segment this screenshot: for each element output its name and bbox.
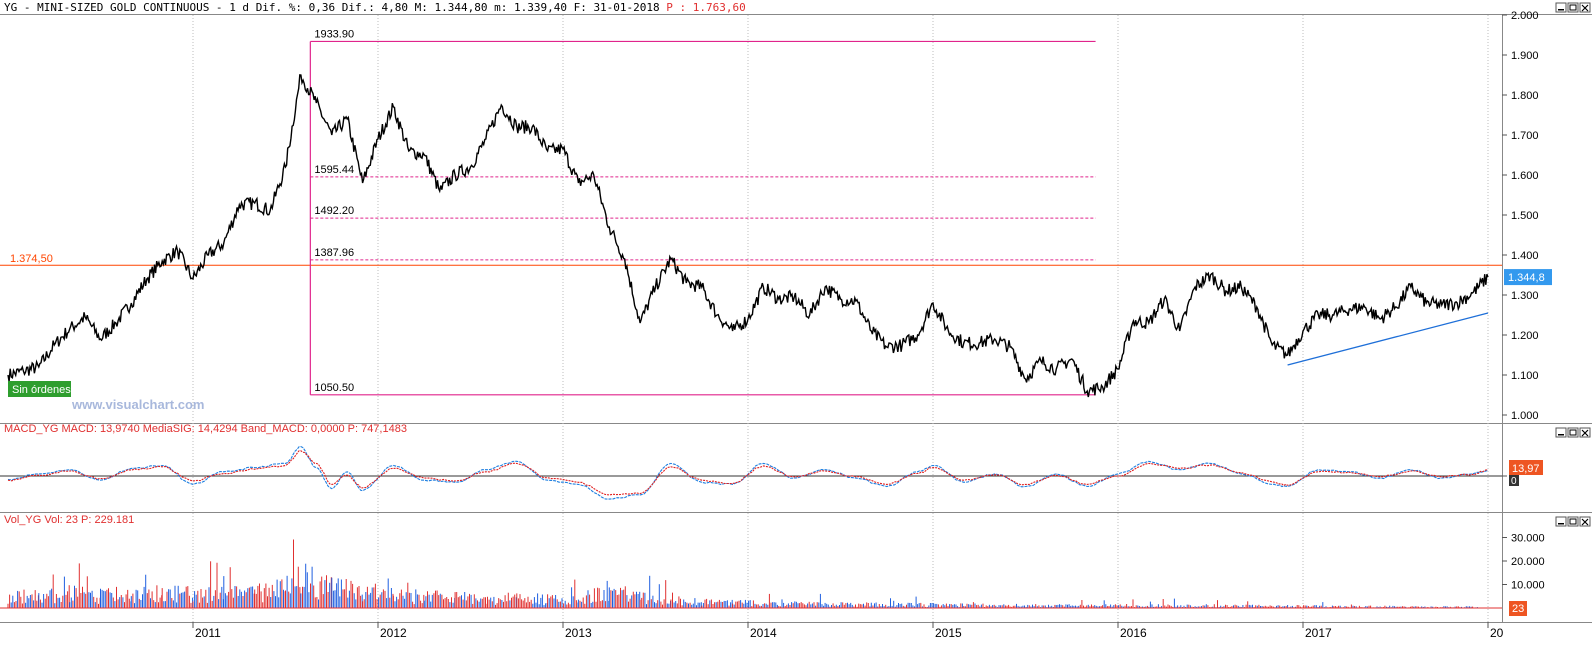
price-series-line	[7, 74, 1489, 398]
minimize-icon	[1558, 434, 1564, 436]
maximize-button[interactable]	[1567, 427, 1579, 438]
maximize-button[interactable]	[1567, 2, 1579, 13]
last-price-label: 1.344,8	[1508, 272, 1545, 284]
y-tick-label: 1.200	[1511, 330, 1539, 342]
y-tick-label: 2.000	[1511, 10, 1539, 22]
volume-legend: Vol_YG Vol: 23 P: 229.181	[4, 514, 134, 526]
macd-pane: 13,970	[0, 446, 1543, 500]
y-tick-label: 1.700	[1511, 130, 1539, 142]
watermark: www.visualchart.com	[71, 397, 204, 412]
macd-line	[7, 446, 1489, 500]
fibonacci-level-label: 1050.50	[314, 382, 354, 394]
x-tick-label: 2014	[750, 626, 777, 640]
trendline	[1287, 312, 1489, 366]
close-icon	[1581, 518, 1589, 526]
minimize-button[interactable]	[1555, 427, 1567, 438]
y-tick-label: 30.000	[1511, 533, 1545, 545]
fibonacci-level-label: 1933.90	[314, 28, 354, 40]
x-tick-label: 2013	[565, 626, 592, 640]
y-tick-label: 1.900	[1511, 50, 1539, 62]
minimize-button[interactable]	[1555, 2, 1567, 13]
y-tick-label: 1.400	[1511, 250, 1539, 262]
macd-value-label: 13,97	[1512, 463, 1540, 475]
fibonacci-level-label: 1387.96	[314, 247, 354, 259]
x-tick-label: 20	[1490, 626, 1504, 640]
fibonacci-level-label: 1492.20	[314, 205, 354, 217]
header-title: YG - MINI-SIZED GOLD CONTINUOUS - 1 d Di…	[4, 1, 746, 14]
y-tick-label: 1.500	[1511, 210, 1539, 222]
macd-zero-label: 0	[1511, 476, 1517, 487]
orders-label: Sin órdenes	[12, 384, 71, 396]
minimize-icon	[1558, 523, 1564, 525]
minimize-icon	[1558, 9, 1564, 11]
y-tick-label: 1.600	[1511, 170, 1539, 182]
close-button[interactable]	[1579, 2, 1591, 13]
last-price-box	[1504, 269, 1552, 286]
macd-legend: MACD_YG MACD: 13,9740 MediaSIG: 14,4294 …	[4, 423, 407, 435]
maximize-icon	[1569, 429, 1577, 436]
minimize-button[interactable]	[1555, 516, 1567, 527]
price-pane: 1.374,50 1933.90 1595.44 1492.20 1387.96 1050…	[0, 28, 1552, 398]
resistance-label: 1.374,50	[10, 253, 53, 265]
x-tick-label: 2015	[935, 626, 962, 640]
y-tick-label: 1.000	[1511, 410, 1539, 422]
y-tick-label: 1.300	[1511, 290, 1539, 302]
volume-pane-window-buttons	[1555, 516, 1591, 527]
x-tick-label: 2011	[195, 626, 221, 640]
close-icon	[1581, 4, 1589, 12]
close-button[interactable]	[1579, 427, 1591, 438]
x-tick-label: 2016	[1120, 626, 1147, 640]
close-icon	[1581, 429, 1589, 437]
axes: 2011 2012 2013 2014 2015 2016 2017 20 2.000 1.900…	[192, 10, 1539, 640]
y-tick-label: 10.000	[1511, 580, 1545, 592]
macd-value-box	[1509, 460, 1543, 475]
y-tick-label: 1.100	[1511, 370, 1539, 382]
orders-badge[interactable]: Sin órdenes	[8, 381, 71, 397]
y-tick-label: 1.800	[1511, 90, 1539, 102]
maximize-icon	[1569, 4, 1577, 11]
x-tick-label: 2012	[380, 626, 407, 640]
macd-zero-box	[1509, 475, 1519, 486]
y-tick-label: 20.000	[1511, 556, 1545, 568]
macd-pane-window-buttons	[1555, 427, 1591, 438]
fibonacci-level-label: 1595.44	[314, 164, 354, 176]
macd-signal-line	[7, 450, 1489, 496]
maximize-icon	[1569, 518, 1577, 525]
price-pane-window-buttons	[1555, 2, 1591, 13]
volume-value-label: 23	[1512, 603, 1524, 615]
volume-pane: 30.000 20.000 10.000 23	[0, 533, 1545, 616]
volume-value-box	[1509, 601, 1527, 616]
maximize-button[interactable]	[1567, 516, 1579, 527]
x-tick-label: 2017	[1305, 626, 1332, 640]
close-button[interactable]	[1579, 516, 1591, 527]
